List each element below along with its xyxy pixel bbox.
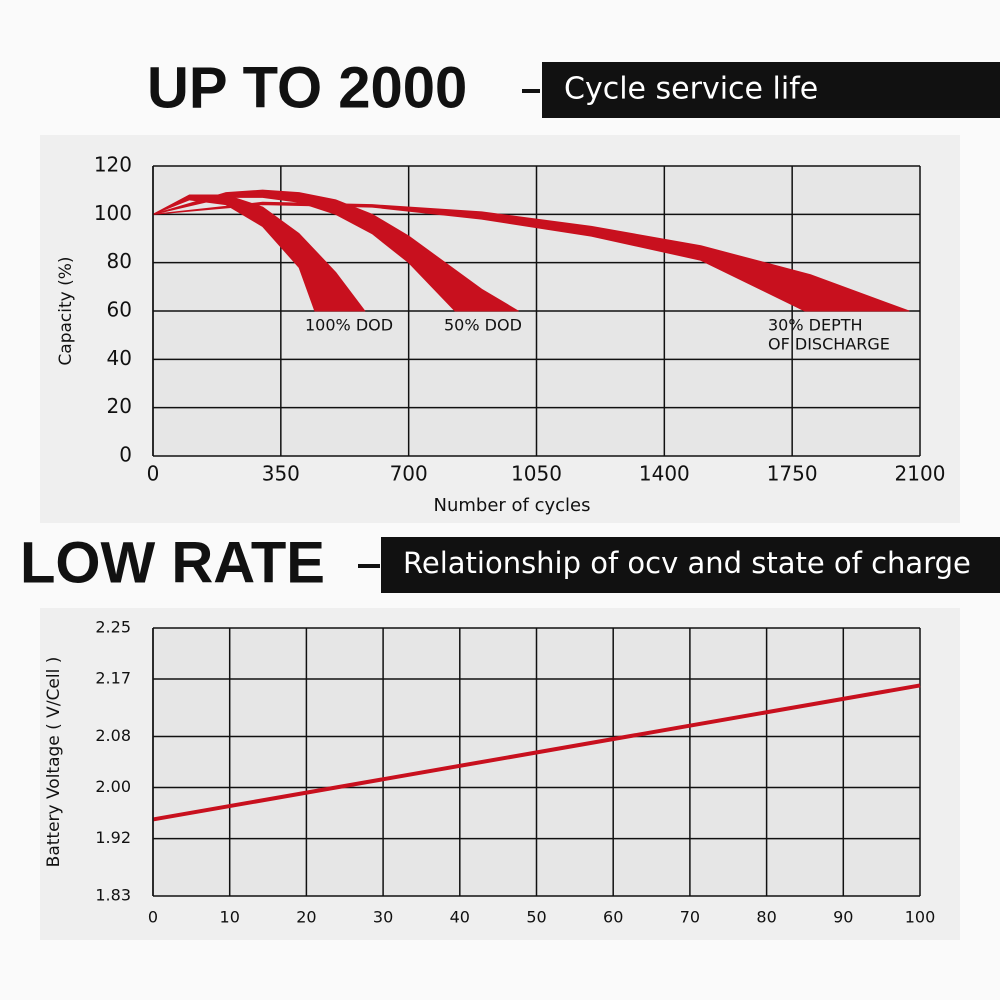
y-axis-title: Battery Voltage ( V/Cell ) bbox=[44, 657, 64, 868]
annotation: OF DISCHARGE bbox=[768, 335, 890, 354]
y-tick-label: 20 bbox=[107, 394, 132, 418]
subtitle-box bbox=[542, 62, 1000, 118]
y-tick-label: 40 bbox=[107, 346, 132, 370]
x-tick-label: 50 bbox=[526, 908, 546, 927]
x-tick-label: 70 bbox=[680, 908, 700, 927]
x-tick-label: 10 bbox=[220, 908, 240, 927]
y-tick-label: 0 bbox=[119, 443, 132, 467]
y-tick-label: 120 bbox=[94, 153, 132, 177]
subtitle: Cycle service life bbox=[564, 72, 818, 107]
capacity-band bbox=[152, 201, 910, 312]
x-tick-label: 40 bbox=[450, 908, 470, 927]
voltage-line bbox=[152, 683, 921, 822]
y-tick-label: 2.25 bbox=[95, 618, 131, 637]
y-tick-label: 1.83 bbox=[95, 886, 131, 905]
annotation: 50% DOD bbox=[444, 316, 522, 335]
y-tick-label: 100 bbox=[94, 201, 132, 225]
y-tick-label: 2.00 bbox=[95, 777, 131, 796]
x-tick-label: 30 bbox=[373, 908, 393, 927]
x-tick-label: 90 bbox=[833, 908, 853, 927]
x-tick-label: 20 bbox=[296, 908, 316, 927]
x-tick-label: 60 bbox=[603, 908, 623, 927]
y-tick-label: 60 bbox=[107, 298, 132, 322]
y-tick-label: 80 bbox=[107, 249, 132, 273]
x-tick-label: 1050 bbox=[511, 462, 562, 486]
subtitle: Relationship of ocv and state of charge bbox=[403, 546, 971, 580]
y-tick-label: 1.92 bbox=[95, 828, 131, 847]
capacity-band bbox=[152, 189, 519, 312]
x-tick-label: 0 bbox=[147, 462, 160, 486]
x-tick-label: 1750 bbox=[767, 462, 818, 486]
x-tick-label: 100 bbox=[905, 908, 936, 927]
x-tick-label: 80 bbox=[756, 908, 776, 927]
x-tick-label: 0 bbox=[148, 908, 158, 927]
x-tick-label: 350 bbox=[262, 462, 300, 486]
y-axis-title: Capacity (%) bbox=[56, 256, 76, 365]
x-tick-label: 1400 bbox=[639, 462, 690, 486]
y-tick-label: 2.17 bbox=[95, 669, 131, 688]
annotation: 30% DEPTH bbox=[768, 316, 863, 335]
headline: UP TO 2000 bbox=[147, 55, 467, 120]
x-axis-title: Number of cycles bbox=[434, 495, 591, 516]
x-tick-label: 2100 bbox=[895, 462, 946, 486]
x-tick-label: 700 bbox=[390, 462, 428, 486]
annotation: 100% DOD bbox=[305, 316, 393, 335]
y-tick-label: 2.08 bbox=[95, 726, 131, 745]
subtitle-box bbox=[381, 537, 1000, 593]
headline: LOW RATE bbox=[20, 530, 325, 595]
